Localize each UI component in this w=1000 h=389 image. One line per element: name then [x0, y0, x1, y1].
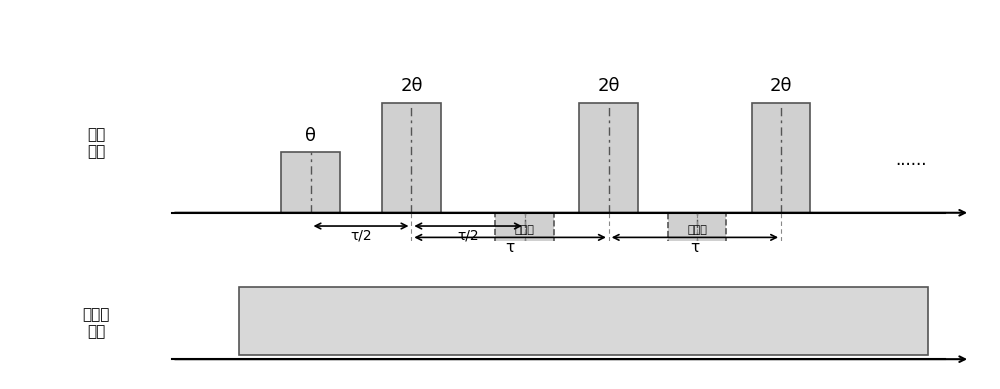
Text: 射频
脉冲: 射频 脉冲: [87, 127, 106, 159]
Text: 恒定梯
度场: 恒定梯 度场: [83, 307, 110, 339]
Text: τ: τ: [690, 240, 700, 255]
Text: 2θ: 2θ: [400, 77, 423, 95]
Bar: [281, 152, 340, 213]
Bar: [239, 287, 928, 355]
Text: 采集窗: 采集窗: [515, 225, 535, 235]
Bar: [495, 213, 554, 247]
Bar: [579, 103, 638, 213]
Bar: [382, 103, 441, 213]
Text: θ: θ: [305, 126, 316, 145]
Text: τ: τ: [505, 240, 515, 255]
Text: ......: ......: [895, 151, 927, 169]
Bar: [752, 103, 810, 213]
Text: 采集窗: 采集窗: [687, 225, 707, 235]
Bar: [668, 213, 726, 247]
Text: τ/2: τ/2: [350, 229, 372, 243]
Text: 2θ: 2θ: [770, 77, 792, 95]
Text: 2θ: 2θ: [598, 77, 620, 95]
Text: τ/2: τ/2: [457, 229, 479, 243]
